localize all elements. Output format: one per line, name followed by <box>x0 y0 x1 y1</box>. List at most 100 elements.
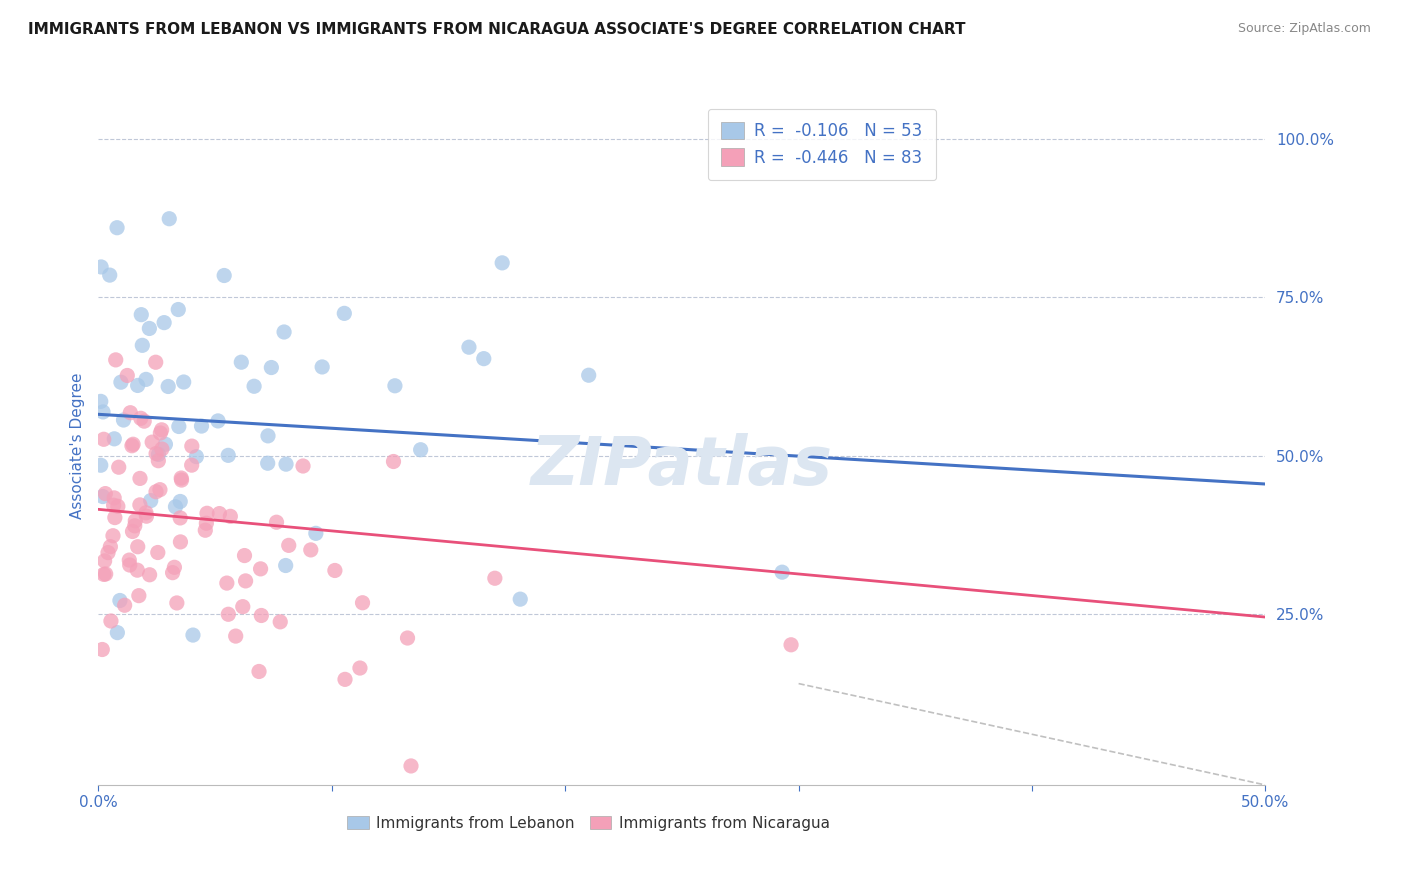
Point <box>243 379 266 393</box>
Point <box>333 306 356 320</box>
Point <box>180 439 202 453</box>
Text: IMMIGRANTS FROM LEBANON VS IMMIGRANTS FROM NICARAGUA ASSOCIATE'S DEGREE CORRELAT: IMMIGRANTS FROM LEBANON VS IMMIGRANTS FR… <box>28 22 966 37</box>
Point <box>780 638 803 652</box>
Point <box>135 372 157 386</box>
Point <box>169 511 191 525</box>
Point <box>104 352 127 367</box>
Point <box>108 593 131 607</box>
Point <box>129 308 152 322</box>
Point <box>107 500 129 514</box>
Point <box>97 546 120 560</box>
Point <box>194 523 217 537</box>
Point <box>128 589 150 603</box>
Point <box>180 458 202 472</box>
Point <box>170 471 193 485</box>
Text: Source: ZipAtlas.com: Source: ZipAtlas.com <box>1237 22 1371 36</box>
Point <box>127 563 149 577</box>
Point <box>141 435 163 450</box>
Point <box>127 378 149 392</box>
Point <box>167 419 190 434</box>
Point <box>155 437 177 451</box>
Point <box>173 375 195 389</box>
Point <box>150 442 173 456</box>
Point <box>195 516 218 531</box>
Point <box>94 486 117 500</box>
Point <box>114 599 136 613</box>
Point <box>94 566 117 581</box>
Point <box>169 494 191 508</box>
Point <box>349 661 371 675</box>
Point <box>250 608 273 623</box>
Point <box>163 560 186 574</box>
Point <box>93 554 115 568</box>
Point <box>121 439 143 453</box>
Y-axis label: Associate's Degree: Associate's Degree <box>69 373 84 519</box>
Point <box>122 437 145 451</box>
Point <box>217 448 239 462</box>
Point <box>138 567 160 582</box>
Point <box>190 419 212 434</box>
Point <box>101 529 124 543</box>
Point <box>146 545 169 559</box>
Point <box>299 542 322 557</box>
Point <box>384 378 406 392</box>
Point <box>509 592 531 607</box>
Point <box>90 260 112 274</box>
Point <box>150 423 173 437</box>
Point <box>145 446 167 460</box>
Point <box>215 576 238 591</box>
Point <box>247 665 270 679</box>
Point <box>135 509 157 524</box>
Point <box>120 406 142 420</box>
Point <box>212 268 235 283</box>
Point <box>292 458 315 473</box>
Point <box>149 425 172 440</box>
Point <box>98 268 121 282</box>
Point <box>91 405 114 419</box>
Point <box>145 355 167 369</box>
Text: ZIPatlas: ZIPatlas <box>531 434 832 500</box>
Point <box>148 453 170 467</box>
Point <box>124 514 146 528</box>
Point <box>266 515 288 529</box>
Point <box>208 507 231 521</box>
Point <box>311 359 333 374</box>
Point <box>93 432 115 446</box>
Point <box>249 562 271 576</box>
Point <box>153 316 176 330</box>
Point <box>399 759 422 773</box>
Point <box>217 607 239 622</box>
Point <box>90 394 112 409</box>
Point <box>157 379 180 393</box>
Point <box>409 442 432 457</box>
Point <box>105 220 128 235</box>
Point <box>91 642 114 657</box>
Point <box>277 538 299 552</box>
Point <box>169 535 191 549</box>
Point <box>103 498 125 512</box>
Point <box>207 414 229 428</box>
Point <box>274 457 297 471</box>
Point <box>491 256 513 270</box>
Point <box>162 566 184 580</box>
Point <box>103 432 125 446</box>
Point <box>260 360 283 375</box>
Point <box>117 368 139 383</box>
Point <box>323 564 346 578</box>
Point <box>127 540 149 554</box>
Point <box>129 471 152 485</box>
Point <box>233 549 256 563</box>
Point <box>305 526 328 541</box>
Point <box>181 628 204 642</box>
Point <box>484 571 506 585</box>
Point <box>148 447 170 461</box>
Point <box>107 460 129 475</box>
Point <box>93 567 115 582</box>
Point <box>157 211 180 226</box>
Point <box>170 473 193 487</box>
Point <box>98 540 121 554</box>
Point <box>139 493 162 508</box>
Point <box>333 673 356 687</box>
Point <box>472 351 495 366</box>
Point <box>225 629 247 643</box>
